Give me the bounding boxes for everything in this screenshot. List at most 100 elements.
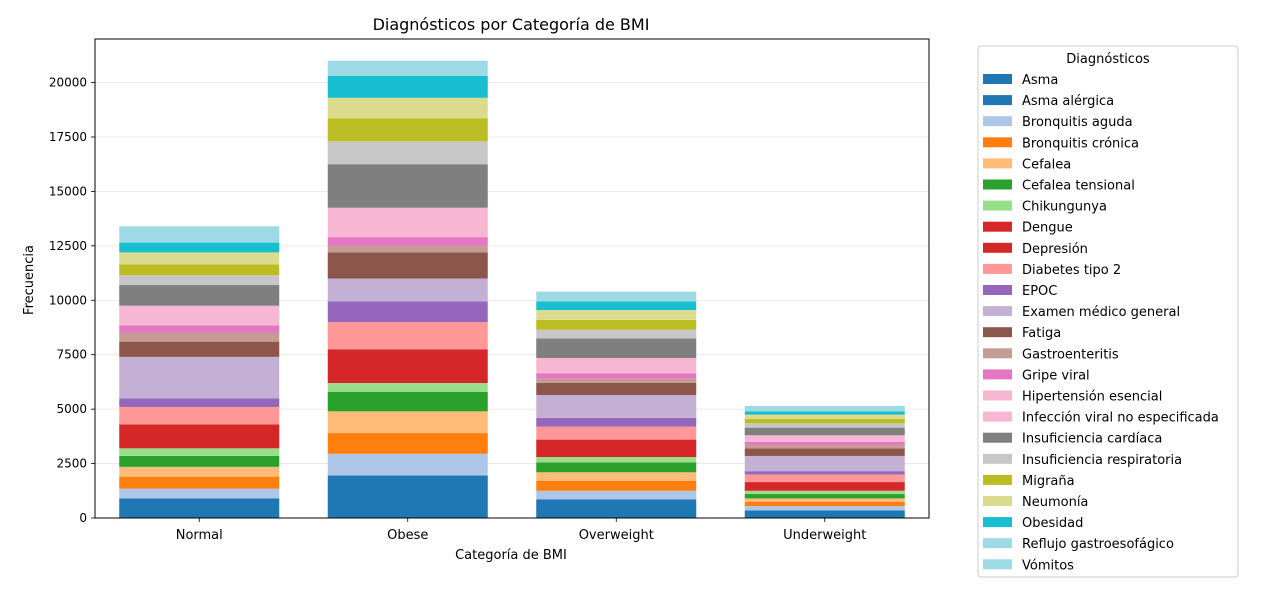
bar-segment (327, 141, 488, 165)
bar-segment (327, 433, 488, 454)
bar-segment (536, 338, 697, 358)
bar-segment (327, 453, 488, 476)
legend-swatch (983, 179, 1012, 190)
bar-segment (744, 411, 905, 415)
legend-swatch (983, 390, 1012, 401)
legend-swatch (983, 496, 1012, 506)
bar-segment (119, 341, 280, 357)
legend-swatch (983, 306, 1012, 317)
bar-segment (536, 329, 697, 339)
legend-label: Obesidad (1022, 516, 1083, 531)
bar-segment (536, 499, 697, 518)
bar-segment (744, 445, 905, 449)
bar-segment (327, 207, 488, 238)
legend-swatch (983, 517, 1012, 528)
bar-segment (119, 275, 280, 286)
bar-segment (119, 226, 280, 243)
bar-segment (536, 472, 697, 481)
legend-label: Asma (1022, 73, 1058, 88)
bar-segment (119, 252, 280, 265)
bar-segment (536, 426, 697, 440)
legend-label: Dengue (1022, 221, 1073, 236)
legend-box (977, 45, 1239, 578)
bar-segment (327, 383, 488, 392)
y-tick-label: 7500 (56, 348, 87, 362)
legend-swatch (983, 95, 1012, 106)
bar-segment (119, 242, 280, 253)
x-axis-label: Categoría de BMI (455, 548, 567, 563)
bar-segment (119, 356, 280, 399)
x-tick-label: Obese (387, 528, 428, 543)
bar-segment (744, 455, 905, 472)
bar-segment (744, 414, 905, 419)
legend-title: Diagnósticos (1066, 52, 1150, 67)
bar-segment (744, 435, 905, 442)
bar-segment (119, 285, 280, 306)
bar-segment (327, 301, 488, 323)
bar-segment (119, 325, 280, 333)
legend-label: Cefalea tensional (1022, 179, 1135, 194)
bar-segment (536, 301, 697, 311)
x-tick-label: Underweight (783, 528, 866, 543)
legend-swatch (983, 200, 1012, 211)
legend: Diagnósticos Asma Asma alérgica Bronquitis … (977, 45, 1239, 578)
x-tick-label: Normal (176, 528, 223, 543)
bar-segment (744, 423, 905, 428)
x-tick-label: Overweight (579, 528, 654, 543)
bar-segment (744, 501, 905, 507)
legend-swatch (983, 453, 1012, 464)
bar-segment (119, 332, 280, 342)
bar-segment (536, 383, 697, 395)
legend-label: Infección viral no especificada (1022, 411, 1219, 426)
bar-segment (119, 398, 280, 407)
y-axis-label: Frecuencia (22, 245, 37, 315)
legend-swatch (983, 242, 1012, 253)
bar-segment (744, 498, 905, 502)
axes: 0 2500 5000 7500 10000 12500 15000 17500 20000 No… (49, 38, 930, 543)
y-tick-label: 15000 (49, 184, 87, 198)
legend-swatch (983, 474, 1012, 485)
bar-segment (119, 424, 280, 449)
bar-segment (119, 448, 280, 456)
bar-segment (327, 237, 488, 246)
legend-swatch (983, 137, 1012, 148)
bar-segment (536, 310, 697, 320)
legend-label: Insuficiencia respiratoria (1022, 453, 1182, 468)
bar-segment (119, 498, 280, 518)
y-tick-label: 2500 (56, 457, 87, 471)
bar-segment (327, 245, 488, 253)
legend-label: Migraña (1022, 474, 1075, 489)
bar-segment (536, 417, 697, 427)
legend-swatch (983, 158, 1012, 169)
bar-segment (327, 411, 488, 434)
y-tick-label: 0 (79, 511, 87, 525)
y-tick-label: 12500 (49, 239, 87, 253)
bar-segment (119, 476, 280, 489)
bar-segment (744, 490, 905, 495)
bar-segment (536, 462, 697, 473)
bar-segment (536, 378, 697, 384)
legend-swatch (983, 432, 1012, 443)
bar-segment (327, 60, 488, 77)
legend-swatch (983, 221, 1012, 232)
bar-segment (536, 439, 697, 458)
bar-segment (744, 448, 905, 456)
bar-segment (744, 427, 905, 436)
bar-segment (744, 441, 905, 446)
bar-segment (327, 76, 488, 98)
legend-swatch (983, 369, 1012, 380)
bar-segment (744, 471, 905, 475)
legend-label: Examen médico general (1022, 305, 1180, 320)
y-tick-label: 5000 (56, 402, 87, 416)
bar-segment (744, 418, 905, 424)
y-tick-label: 17500 (49, 130, 87, 144)
bar-segment (744, 510, 905, 518)
bar-segment (119, 305, 280, 326)
bar-segment (327, 475, 488, 518)
bar-segment (327, 322, 488, 350)
legend-label: Bronquitis crónica (1022, 136, 1139, 151)
bar-segment (327, 391, 488, 412)
legend-label: Cefalea (1022, 157, 1071, 172)
legend-label: Vómitos (1022, 558, 1074, 573)
